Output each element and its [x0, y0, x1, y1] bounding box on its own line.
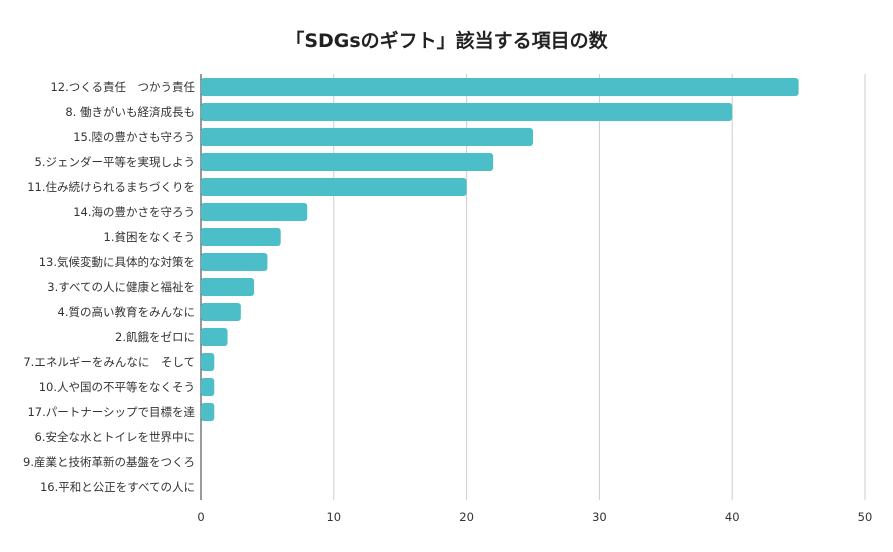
category-label: 10.人や国の不平等をなくそう: [39, 380, 195, 394]
x-tick-label: 10: [326, 510, 341, 524]
x-tick-label: 40: [725, 510, 740, 524]
category-label-layer: 12.つくる責任 つかう責任 8. 働きがいも経済成長も 15.陸の豊かさも守ろう 5…: [23, 80, 195, 494]
category-label: 9.産業と技術革新の基盤をつくろ: [23, 455, 195, 469]
bar: [201, 153, 494, 171]
category-label: 8. 働きがいも経済成長も: [65, 105, 195, 119]
category-label: 14.海の豊かさを守ろう: [73, 205, 195, 219]
x-tick-label: 50: [858, 510, 873, 524]
bar: [201, 178, 467, 196]
bar: [201, 403, 215, 421]
category-label: 3.すべての人に健康と福祉を: [47, 280, 195, 294]
category-label: 13.気候変動に具体的な対策を: [39, 255, 195, 269]
bar: [201, 303, 241, 321]
category-label: 15.陸の豊かさも守ろう: [73, 130, 195, 144]
bar: [201, 353, 215, 371]
bar: [201, 228, 281, 246]
category-label: 5.ジェンダー平等を実現しよう: [35, 155, 195, 169]
tick-label-layer: 0 10 20 30 40 50: [197, 510, 872, 524]
bar: [201, 78, 799, 96]
grid-layer: [200, 74, 866, 500]
bar: [201, 103, 733, 121]
bar: [201, 203, 308, 221]
category-label: 1.貧困をなくそう: [104, 230, 195, 244]
bar: [201, 378, 215, 396]
category-label: 7.エネルギーをみんなに そして: [23, 355, 195, 369]
category-label: 4.質の高い教育をみんなに: [58, 305, 195, 319]
bar: [201, 253, 268, 271]
bar: [201, 128, 533, 146]
category-label: 11.住み続けられるまちづくりを: [27, 180, 195, 194]
category-label: 2.飢餓をゼロに: [115, 330, 195, 344]
x-tick-label: 30: [592, 510, 607, 524]
bar-layer: [201, 78, 799, 421]
x-tick-label: 0: [197, 510, 204, 524]
category-label: 17.パートナーシップで目標を達: [27, 405, 195, 419]
bar: [201, 328, 228, 346]
bar: [201, 278, 255, 296]
category-label: 12.つくる責任 つかう責任: [50, 80, 195, 94]
category-label: 6.安全な水とトイレを世界中に: [35, 430, 195, 444]
x-tick-label: 20: [459, 510, 474, 524]
chart-title: 「SDGsのギフト」該当する項目の数: [285, 30, 608, 52]
category-label: 16.平和と公正をすべての人に: [40, 480, 195, 494]
